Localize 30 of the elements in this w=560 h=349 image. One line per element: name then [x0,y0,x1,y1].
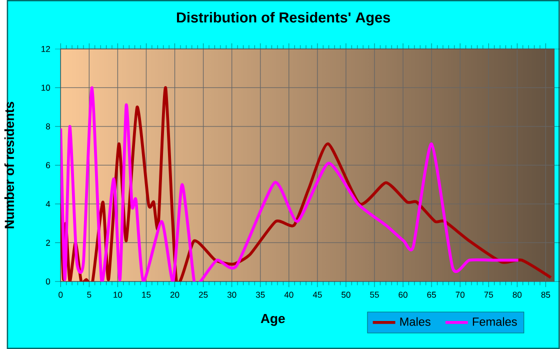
y-axis-title: Number of residents [4,102,14,228]
x-tick-label: 75 [484,292,494,298]
y-tick-label: 2 [46,240,50,246]
x-tick-label: 60 [398,292,408,298]
y-tick-label: 10 [42,84,50,91]
legend-label: Females [472,317,517,326]
chart-title: Distribution of Residents' Ages [176,12,390,26]
x-tick-label: 5 [87,292,92,298]
x-tick-label: 50 [342,292,350,298]
x-tick-label: 25 [198,292,208,298]
y-tick-label: 0 [46,278,50,284]
legend-label: Males [400,317,430,326]
x-tick-label: 35 [256,292,265,298]
x-axis-title: Age [260,314,285,326]
y-tick-label: 6 [46,162,50,168]
x-tick-label: 30 [227,292,236,298]
x-tick-label: 0 [58,292,63,298]
x-tick-label: 55 [370,292,379,298]
x-tick-label: 45 [312,292,322,298]
y-tick-label: 8 [46,123,50,130]
x-tick-label: 70 [456,292,465,298]
x-tick-label: 20 [170,292,180,298]
x-tick-label: 40 [284,292,294,298]
x-tick-label: 85 [541,292,550,298]
y-tick-label: 4 [46,200,50,207]
x-tick-label: 80 [512,292,522,298]
x-tick-label: 10 [114,292,122,298]
x-tick-label: 15 [142,292,151,298]
y-tick-label: 12 [42,46,50,52]
x-tick-label: 65 [427,292,436,298]
